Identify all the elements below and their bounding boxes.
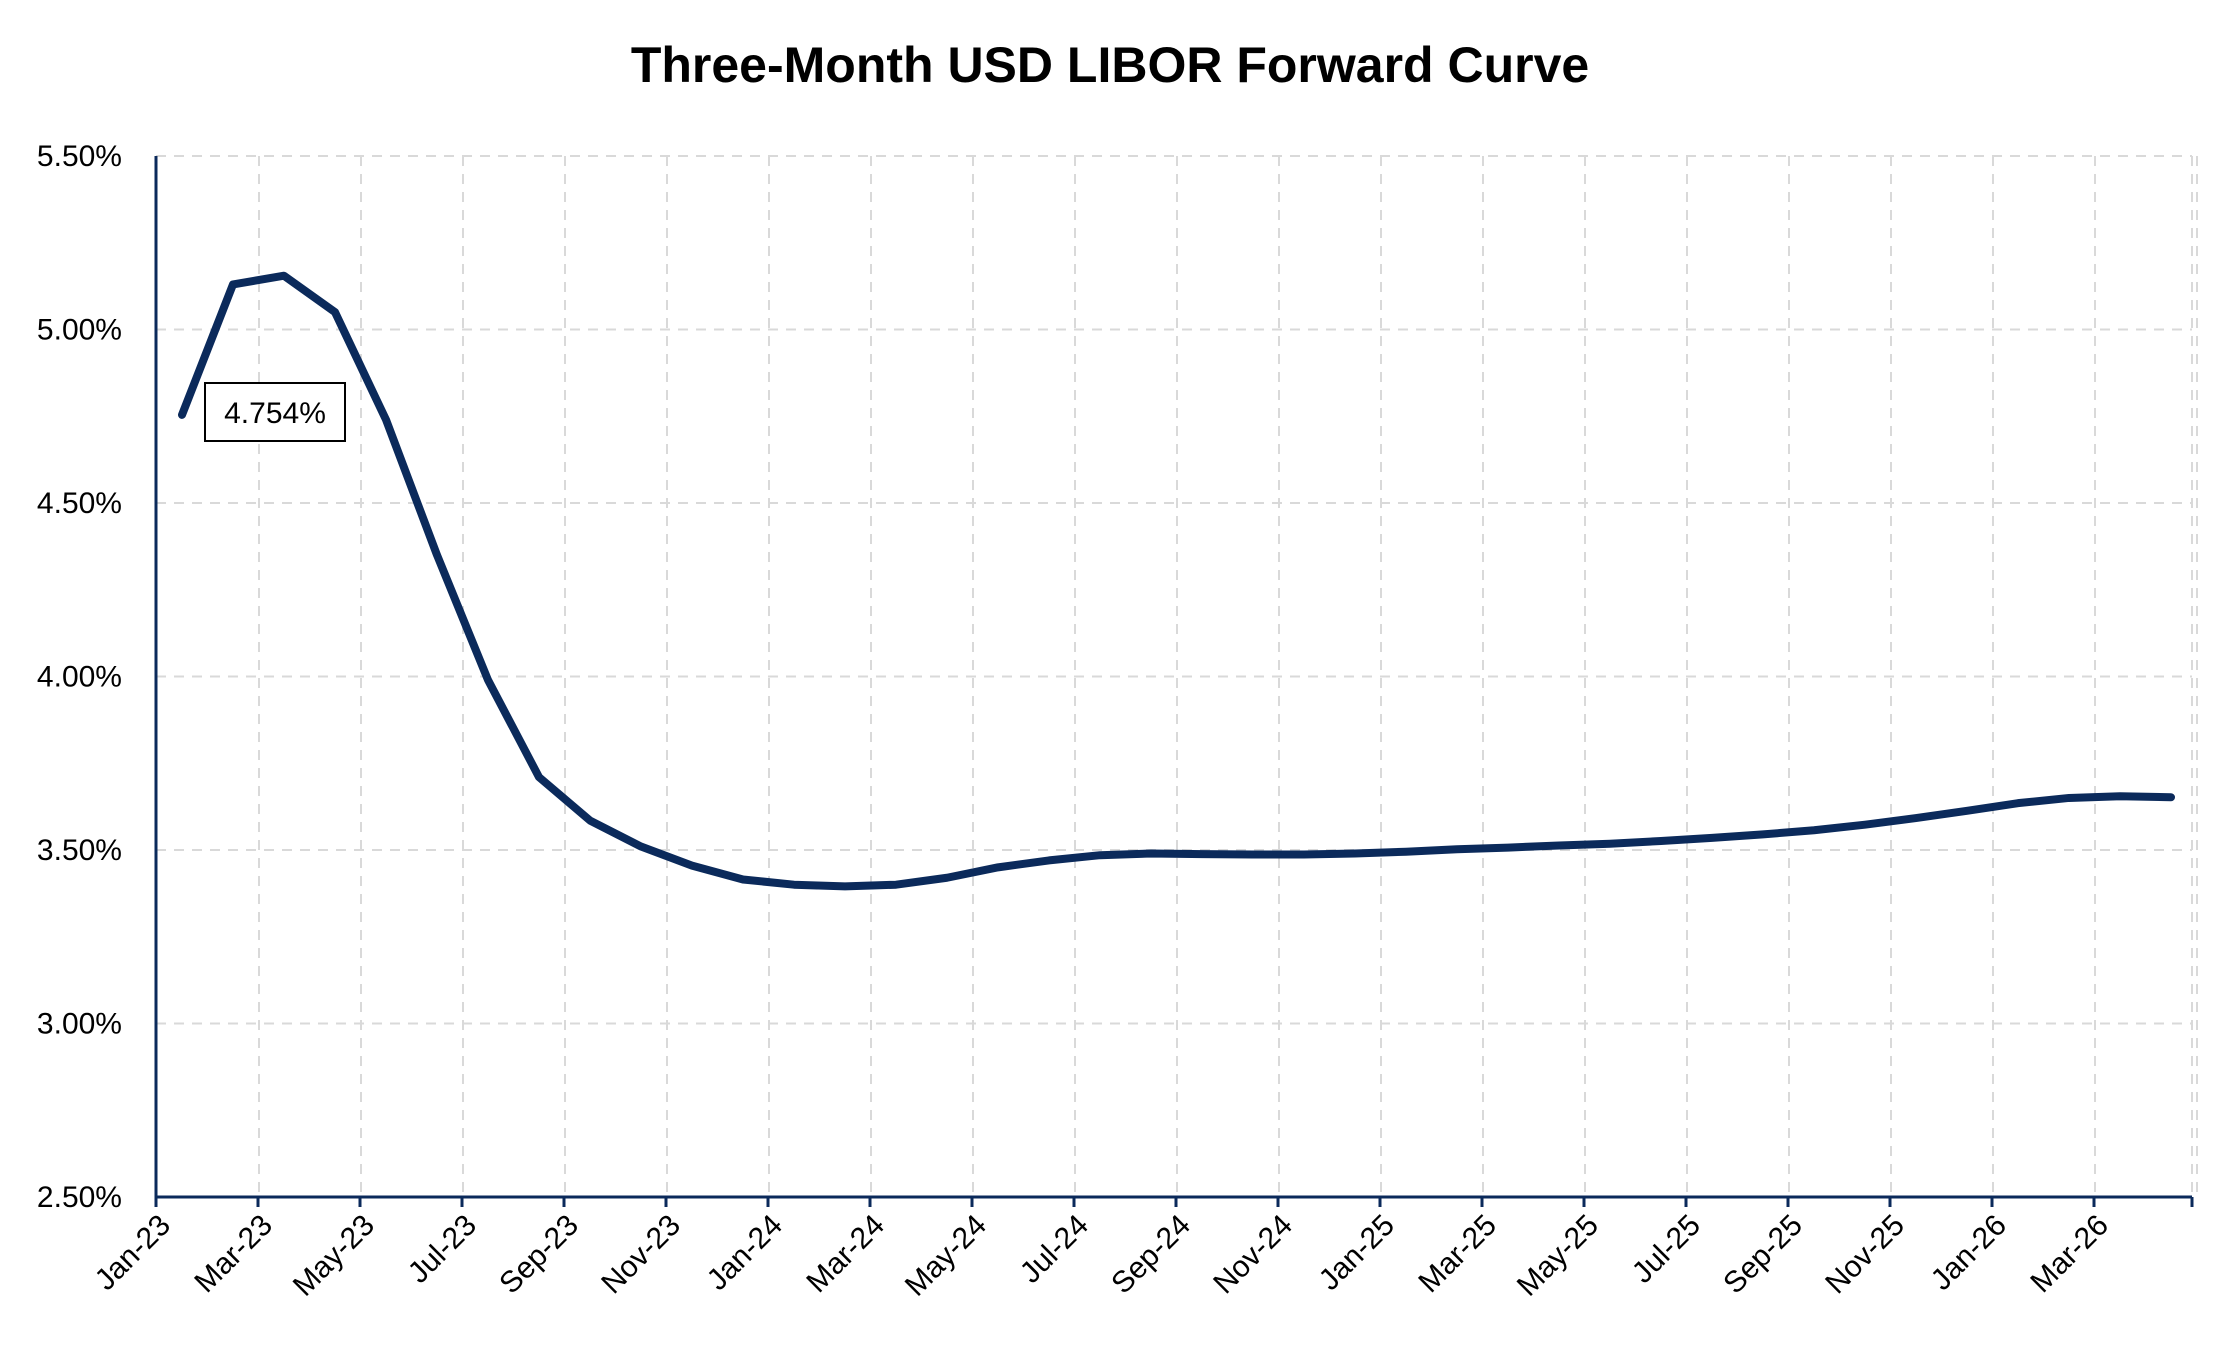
- x-tick-label: Jan-25: [1313, 1209, 1401, 1297]
- x-tick-label: Jul-24: [1014, 1209, 1095, 1290]
- y-tick-label: 5.50%: [37, 140, 122, 173]
- annotation-layer: 4.754%: [204, 382, 346, 442]
- series-line: [178, 271, 2175, 891]
- x-axis-tick-labels: Jan-23 Mar-23 May-23 Jul-23 Sep-23 Nov-23 Jan-…: [89, 1209, 2115, 1303]
- x-tick-label: Jan-23: [89, 1209, 177, 1297]
- x-tick-label: Sep-25: [1717, 1209, 1809, 1301]
- y-axis-tick-labels: 2.50% 3.00% 3.50% 4.00% 4.50% 5.00% 5.50%: [37, 140, 122, 1214]
- x-tick-label: Sep-24: [1105, 1209, 1197, 1301]
- y-tick-label: 4.50%: [37, 487, 122, 520]
- x-tick-label: Nov-25: [1819, 1209, 1911, 1301]
- x-tick-label: Jan-24: [701, 1209, 789, 1297]
- x-tick-label: Mar-23: [188, 1209, 279, 1300]
- chart-title: Three-Month USD LIBOR Forward Curve: [631, 37, 1589, 93]
- x-tick-label: Nov-23: [595, 1209, 687, 1301]
- y-tick-label: 3.00%: [37, 1008, 122, 1041]
- x-tick-label: Mar-26: [2024, 1209, 2115, 1300]
- x-tick-label: Mar-24: [800, 1209, 891, 1300]
- x-tick-label: Jul-23: [402, 1209, 483, 1290]
- x-tick-label: May-23: [287, 1209, 381, 1303]
- x-tick-label: Jan-26: [1925, 1209, 2013, 1297]
- annotation-box: [204, 382, 346, 442]
- y-tick-label: 5.00%: [37, 314, 122, 347]
- gridlines: [156, 155, 2198, 1197]
- x-tick-label: Jul-25: [1626, 1209, 1707, 1290]
- x-tick-label: May-25: [1511, 1209, 1605, 1303]
- axes: [154, 156, 2194, 1207]
- x-tick-label: Sep-23: [493, 1209, 585, 1301]
- annotation-label: 4.754%: [224, 397, 326, 430]
- x-tick-label: May-24: [899, 1209, 993, 1303]
- y-tick-label: 4.00%: [37, 661, 122, 694]
- x-tick-label: Nov-24: [1207, 1209, 1299, 1301]
- y-tick-label: 3.50%: [37, 834, 122, 867]
- x-tick-label: Mar-25: [1412, 1209, 1503, 1300]
- y-tick-label: 2.50%: [37, 1181, 122, 1214]
- series-layer: [178, 271, 2175, 891]
